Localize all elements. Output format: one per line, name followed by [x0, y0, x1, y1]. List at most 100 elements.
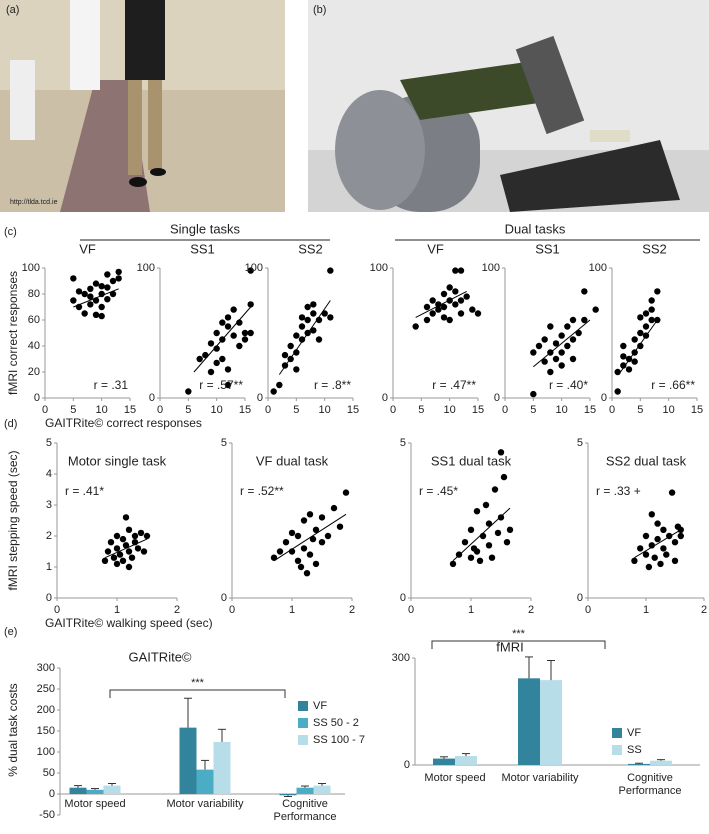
y-tick-label: 0	[221, 592, 227, 604]
point	[642, 532, 650, 540]
correlation: r = .8**	[314, 378, 351, 392]
chart-title: fMRI	[496, 639, 523, 654]
point	[648, 542, 655, 549]
point	[473, 548, 481, 555]
point	[648, 316, 655, 324]
point	[98, 312, 105, 320]
point	[657, 560, 664, 568]
legend-swatch	[298, 735, 308, 745]
point	[452, 288, 459, 295]
point	[552, 340, 560, 347]
point	[294, 557, 302, 564]
x-tick-label: 0	[408, 604, 414, 616]
point	[660, 526, 667, 533]
point	[306, 511, 314, 518]
y-tick-label: 100	[370, 262, 388, 274]
point	[614, 388, 621, 395]
group-header: Single tasks	[170, 221, 241, 236]
trend-line	[278, 300, 331, 375]
point	[318, 539, 326, 546]
point	[642, 323, 650, 330]
point	[230, 332, 237, 339]
subplot-title: VF	[427, 241, 444, 256]
y-tick-label: 150	[37, 725, 55, 737]
point	[310, 310, 317, 317]
point	[241, 329, 249, 337]
point	[315, 316, 323, 324]
point	[637, 329, 644, 337]
x-axis-label: GAITRite© walking speed (sec)	[45, 616, 213, 630]
y-tick-label: 100	[22, 262, 40, 274]
panel-label: (c)	[4, 226, 17, 238]
point	[651, 554, 658, 561]
y-tick-label: 50	[43, 767, 55, 779]
y-tick-label: 3	[46, 499, 52, 511]
x-tick-label: 15	[347, 404, 359, 416]
point	[575, 329, 582, 337]
point	[440, 290, 448, 298]
point	[109, 290, 117, 298]
y-tick-label: 300	[37, 662, 55, 674]
x-tick-label: 1	[468, 604, 474, 616]
point	[336, 523, 344, 530]
point	[440, 303, 448, 311]
point	[654, 535, 661, 543]
bar	[433, 758, 455, 765]
legend-label: SS 100 - 7	[313, 734, 365, 746]
point	[297, 563, 305, 571]
x-tick-label: 15	[239, 404, 251, 416]
point	[87, 293, 94, 300]
point	[115, 268, 122, 276]
point	[497, 514, 505, 521]
y-tick-label: 5	[400, 437, 406, 449]
point	[446, 316, 453, 324]
bar	[179, 727, 197, 794]
point	[564, 323, 571, 330]
panel-label: (b)	[313, 4, 326, 16]
x-tick-label: Cognitive Performance	[618, 772, 682, 797]
x-tick-label: 0	[585, 604, 591, 616]
point	[310, 327, 317, 334]
x-tick-label: 15	[472, 404, 484, 416]
x-tick-label: 2	[528, 604, 534, 616]
bar	[279, 794, 297, 796]
trend-line	[620, 319, 658, 373]
point	[293, 366, 300, 373]
point	[107, 539, 115, 546]
correlation: r = .45*	[419, 484, 458, 498]
y-tick-label: 100	[137, 262, 155, 274]
legend-swatch	[298, 701, 308, 711]
point	[648, 511, 655, 518]
legend-swatch	[298, 718, 308, 728]
point	[213, 359, 220, 367]
point	[327, 267, 334, 274]
x-tick-label: 1	[114, 604, 120, 616]
point	[547, 323, 554, 330]
point	[236, 319, 243, 326]
point	[637, 545, 644, 552]
bar	[103, 785, 121, 794]
correlation: r = .33 +	[596, 484, 641, 498]
y-tick-label: 0	[577, 592, 583, 604]
y-tick-label: 0	[400, 592, 406, 604]
bar	[455, 756, 477, 765]
subplot-title: SS1	[535, 241, 560, 256]
point	[440, 314, 448, 321]
point	[449, 560, 457, 568]
point	[318, 514, 326, 521]
x-tick-label: 10	[96, 404, 108, 416]
x-tick-label: 10	[211, 404, 223, 416]
x-tick-label: 10	[663, 404, 675, 416]
x-tick-label: 10	[556, 404, 568, 416]
point	[620, 362, 627, 369]
point	[101, 557, 109, 564]
y-tick-label: 2	[46, 530, 52, 542]
point	[98, 283, 105, 290]
trend-line	[273, 513, 347, 562]
point	[558, 362, 565, 369]
point	[196, 355, 203, 363]
panel-label: (e)	[4, 626, 17, 638]
point	[342, 489, 350, 496]
